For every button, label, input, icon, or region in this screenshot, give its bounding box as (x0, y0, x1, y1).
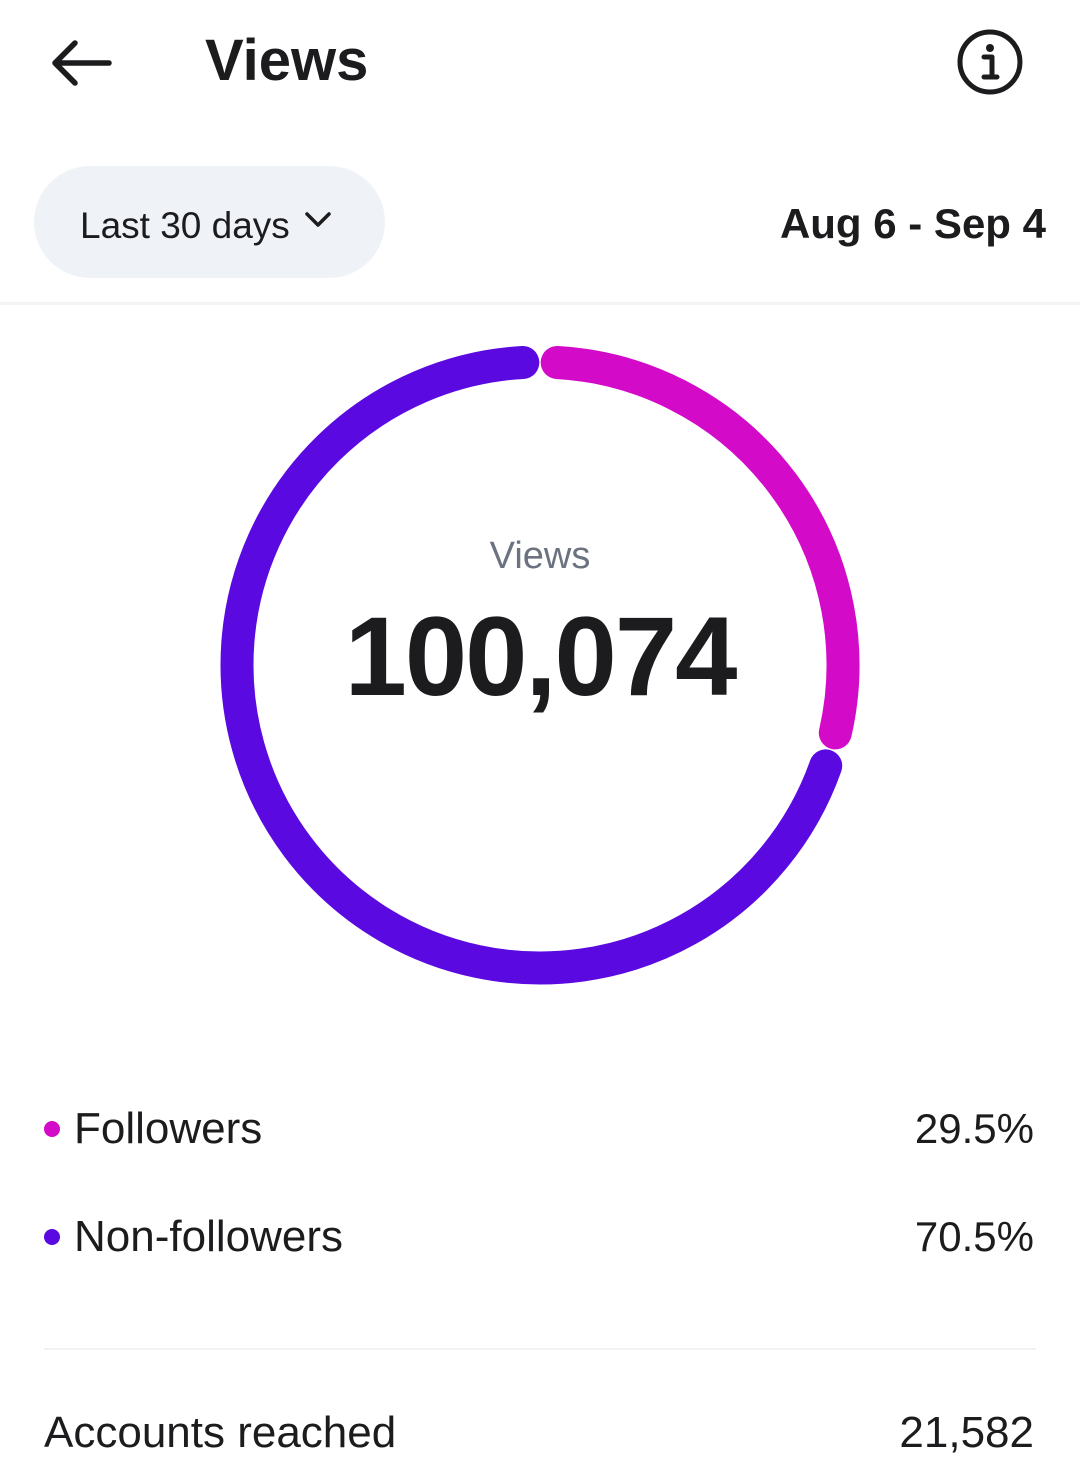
donut-svg (220, 345, 860, 985)
donut-segment-non-followers (220, 345, 843, 985)
donut-caption: Views (489, 535, 591, 577)
arrow-left-icon (45, 38, 115, 93)
legend-dot (44, 1121, 60, 1137)
views-total: 100,074 (344, 594, 738, 719)
legend-label: Non-followers (74, 1212, 343, 1261)
chevron-down-icon (304, 210, 332, 230)
divider (44, 1348, 1036, 1350)
date-range-dropdown-label: Last 30 days (80, 204, 290, 246)
date-range-dropdown[interactable]: Last 30 days (34, 166, 385, 278)
legend-label: Followers (74, 1104, 263, 1153)
info-circle-icon (955, 27, 1025, 102)
metric-label: Accounts reached (44, 1408, 397, 1457)
metric-row-accounts-reached[interactable]: Accounts reached 21,582 (44, 1408, 1034, 1468)
legend-item-followers: Followers 29.5% (44, 1094, 1034, 1164)
info-button[interactable] (950, 24, 1030, 104)
back-button[interactable] (40, 30, 120, 100)
legend-item-non-followers: Non-followers 70.5% (44, 1202, 1034, 1272)
views-donut-chart: Views 100,074 (0, 305, 1080, 1025)
legend-dot (44, 1229, 60, 1245)
legend-value: 70.5% (914, 1213, 1034, 1260)
divider (0, 302, 1080, 305)
page-title: Views (205, 28, 369, 93)
date-range-text: Aug 6 - Sep 4 (779, 200, 1046, 247)
legend-value: 29.5% (914, 1105, 1034, 1152)
top-bar: Views (0, 0, 1080, 130)
donut-segment-followers (540, 345, 860, 750)
metric-value: 21,582 (899, 1408, 1034, 1457)
